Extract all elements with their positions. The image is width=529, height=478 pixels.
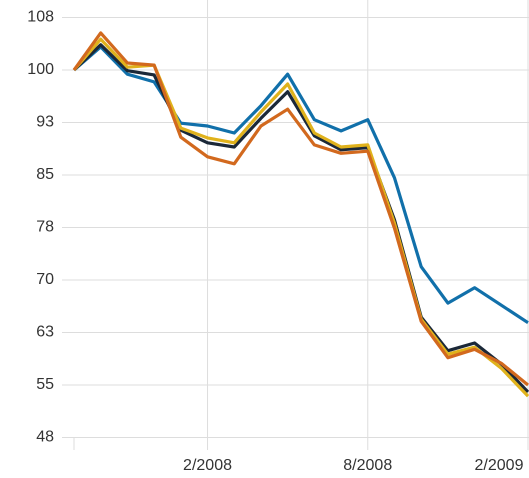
series-line <box>72 45 529 325</box>
y-tick-label: 78 <box>36 219 54 236</box>
series-line <box>72 31 529 387</box>
x-tick-label: 8/2008 <box>343 457 392 474</box>
y-tick-label: 63 <box>36 324 54 341</box>
series-line <box>72 43 529 394</box>
y-tick-label: 48 <box>36 429 54 446</box>
y-tick-label: 93 <box>36 114 54 131</box>
y-tick-label: 108 <box>27 9 54 26</box>
series-line <box>72 37 529 398</box>
y-tick-label: 100 <box>27 61 54 78</box>
x-tick-label: 2/2009 <box>475 457 524 474</box>
y-tick-label: 85 <box>36 166 54 183</box>
x-tick-label: 2/2008 <box>183 457 232 474</box>
y-tick-label: 55 <box>36 376 54 393</box>
y-tick-label: 70 <box>36 271 54 288</box>
